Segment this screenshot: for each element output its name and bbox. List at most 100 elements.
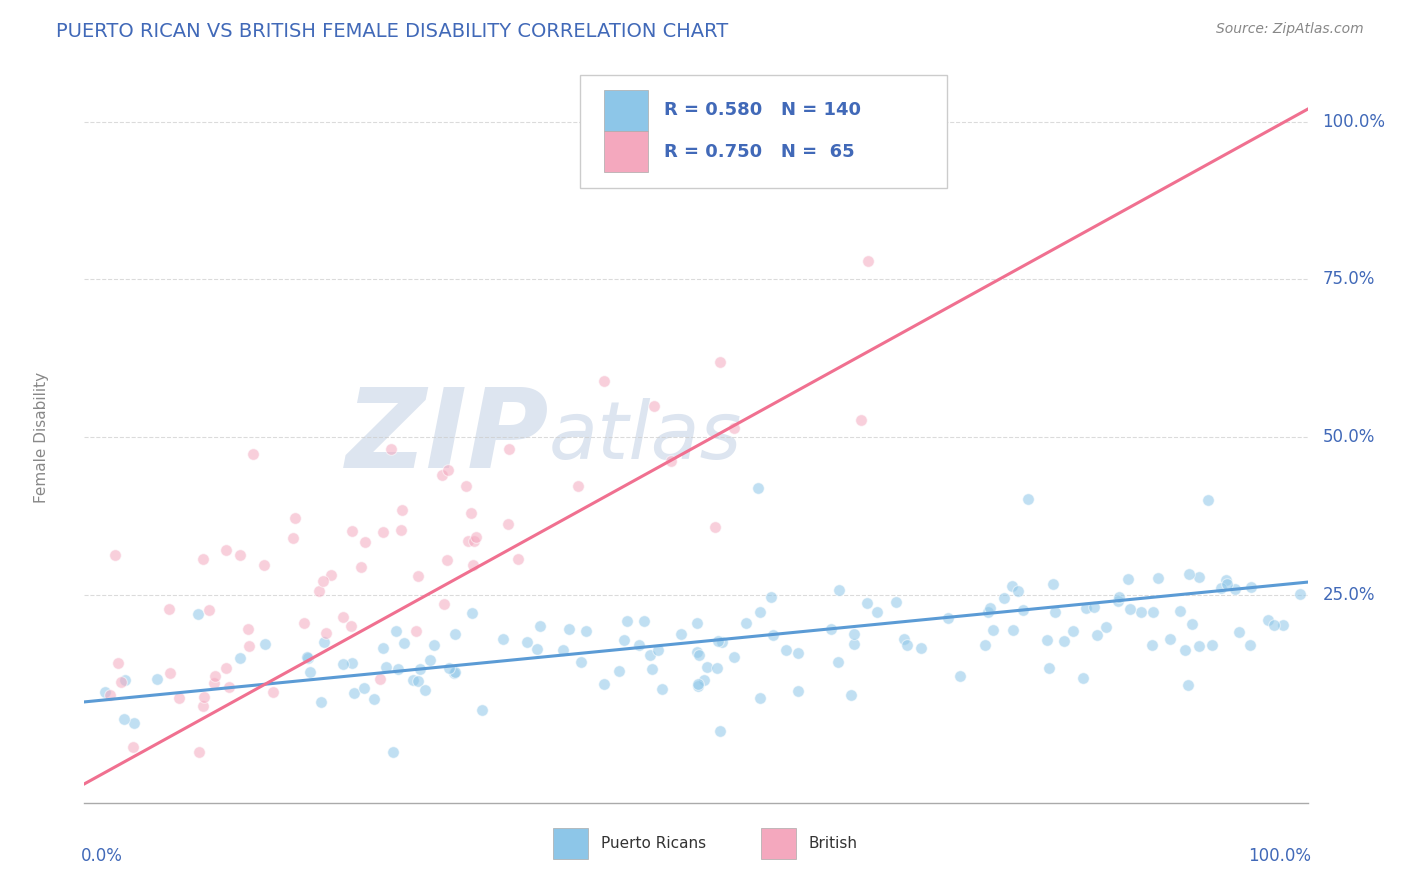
Point [1216, 577, 1239, 591]
Point [204, 669, 226, 683]
Point [607, 665, 630, 679]
Text: 0.0%: 0.0% [80, 847, 122, 864]
Point [762, 628, 785, 642]
Point [157, 602, 180, 616]
Point [734, 615, 756, 630]
Point [391, 524, 413, 538]
Point [1263, 618, 1285, 632]
Point [460, 506, 482, 520]
Point [616, 614, 638, 628]
Point [866, 606, 889, 620]
Point [593, 676, 616, 690]
Point [688, 648, 710, 662]
FancyBboxPatch shape [553, 829, 588, 859]
Point [1036, 633, 1059, 648]
Point [1012, 602, 1035, 616]
Point [569, 655, 592, 669]
Point [104, 548, 127, 562]
FancyBboxPatch shape [605, 131, 648, 172]
Point [1140, 638, 1163, 652]
Point [340, 656, 363, 670]
Point [262, 685, 284, 699]
Point [659, 454, 682, 468]
Point [350, 559, 373, 574]
Point [1118, 572, 1140, 586]
Point [312, 574, 335, 588]
Point [114, 673, 136, 688]
Point [1142, 605, 1164, 619]
Point [98, 688, 121, 702]
Point [1038, 660, 1060, 674]
Point [647, 643, 669, 657]
Point [1147, 571, 1170, 585]
Point [685, 616, 707, 631]
Point [1197, 493, 1219, 508]
Text: R = 0.580   N = 140: R = 0.580 N = 140 [664, 101, 860, 120]
Point [363, 692, 385, 706]
Point [688, 679, 710, 693]
Point [633, 614, 655, 628]
Point [709, 355, 731, 369]
Point [723, 421, 745, 435]
Point [696, 660, 718, 674]
Point [1188, 570, 1211, 584]
Point [283, 532, 305, 546]
Point [775, 642, 797, 657]
Point [339, 619, 361, 633]
Point [444, 665, 467, 679]
Point [413, 682, 436, 697]
Point [236, 622, 259, 636]
Point [688, 677, 710, 691]
Point [981, 623, 1004, 637]
Point [1042, 576, 1064, 591]
Point [1209, 581, 1232, 595]
Point [342, 524, 364, 538]
Point [353, 681, 375, 696]
Point [567, 478, 589, 492]
Point [1177, 678, 1199, 692]
Point [436, 553, 458, 567]
Point [575, 624, 598, 639]
Point [1083, 600, 1105, 615]
Point [613, 633, 636, 648]
Point [893, 632, 915, 646]
Point [949, 669, 972, 683]
Point [188, 745, 211, 759]
Point [253, 558, 276, 573]
Point [437, 661, 460, 675]
Point [112, 712, 135, 726]
Point [1188, 639, 1211, 653]
Point [1094, 620, 1116, 634]
Text: R = 0.750   N =  65: R = 0.750 N = 65 [664, 143, 855, 161]
Point [709, 723, 731, 738]
Point [405, 624, 427, 638]
Point [381, 745, 404, 759]
Point [430, 467, 453, 482]
Point [309, 694, 332, 708]
Point [1257, 613, 1279, 627]
Point [1215, 573, 1237, 587]
Point [423, 638, 446, 652]
Point [1085, 628, 1108, 642]
Point [456, 479, 478, 493]
Point [1108, 590, 1130, 604]
FancyBboxPatch shape [605, 90, 648, 130]
Point [343, 686, 366, 700]
Point [308, 583, 330, 598]
Point [229, 651, 252, 665]
Point [1239, 638, 1261, 652]
Point [159, 666, 181, 681]
Text: Female Disability: Female Disability [34, 371, 49, 503]
Point [110, 674, 132, 689]
Point [641, 662, 664, 676]
Point [122, 739, 145, 754]
Point [855, 596, 877, 610]
Point [749, 690, 772, 705]
Point [1007, 583, 1029, 598]
Point [94, 685, 117, 699]
Point [558, 623, 581, 637]
Point [392, 636, 415, 650]
Text: 100.0%: 100.0% [1322, 112, 1385, 131]
Point [787, 646, 810, 660]
FancyBboxPatch shape [761, 829, 796, 859]
